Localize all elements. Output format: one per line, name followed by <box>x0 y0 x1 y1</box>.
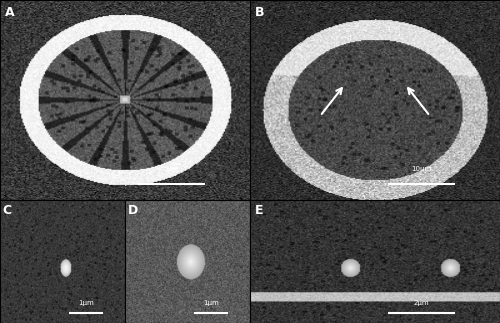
Text: 1μm: 1μm <box>203 300 218 306</box>
Text: B: B <box>255 6 264 19</box>
Text: D: D <box>128 204 138 217</box>
Text: 2μm: 2μm <box>414 300 429 306</box>
Text: 5μm: 5μm <box>164 166 179 172</box>
Text: E: E <box>255 204 264 217</box>
Text: 10μm: 10μm <box>411 166 432 172</box>
Text: C: C <box>2 204 12 217</box>
Text: A: A <box>5 6 15 19</box>
Text: 1μm: 1μm <box>78 300 94 306</box>
